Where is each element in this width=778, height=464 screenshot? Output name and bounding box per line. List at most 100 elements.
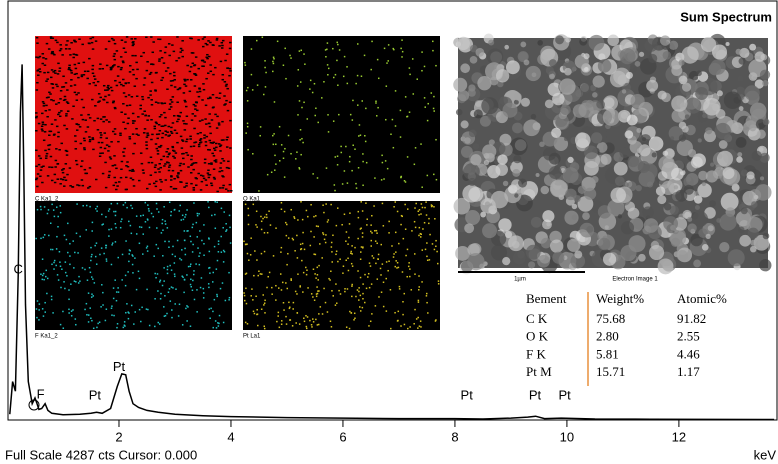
map-dot (114, 210, 117, 213)
map-dot (206, 57, 209, 60)
map-dot (336, 41, 338, 44)
map-dot (176, 141, 179, 144)
sem-grain (675, 189, 688, 202)
map-dot (148, 324, 151, 327)
map-dot (332, 234, 334, 237)
map-dot (109, 66, 113, 69)
map-dot (45, 155, 48, 157)
map-dot (53, 259, 56, 262)
map-dot (50, 248, 52, 251)
map-dot (318, 313, 320, 315)
sem-grain (602, 108, 620, 126)
map-dot (130, 204, 132, 207)
map-dot (199, 286, 202, 289)
map-dot (382, 225, 385, 227)
map-dot (87, 187, 90, 189)
map-dot (264, 66, 266, 69)
map-dot (59, 261, 61, 263)
map-dot (168, 103, 172, 105)
map-dot (264, 86, 267, 88)
map-dot (141, 169, 145, 171)
map-dot (81, 118, 85, 121)
map-dot (134, 54, 137, 57)
map-dot (229, 190, 233, 192)
map-dot (263, 327, 266, 330)
map-dot (245, 243, 247, 246)
map-dot (223, 211, 225, 213)
map-dot (101, 284, 103, 286)
map-dot (362, 298, 364, 300)
map-dot (149, 71, 153, 74)
map-dot (421, 206, 424, 209)
sem-grain (542, 210, 555, 223)
sem-grain (455, 108, 463, 116)
map-dot (158, 38, 162, 41)
table-cell: 91.82 (677, 311, 706, 326)
map-dot (217, 124, 221, 126)
map-dot (420, 233, 422, 236)
map-dot (215, 96, 218, 99)
map-dot (179, 204, 181, 207)
map-dot (42, 139, 46, 142)
map-dot (243, 240, 245, 243)
map-dot (86, 70, 90, 73)
map-dot (92, 75, 96, 77)
map-dot (72, 309, 74, 311)
map-dot (358, 287, 360, 289)
map-dot (167, 135, 170, 137)
map-dot (52, 312, 54, 314)
map-dot (337, 43, 339, 46)
map-dot (130, 38, 133, 40)
map-dot (338, 113, 340, 116)
map-dot (204, 144, 208, 147)
map-dot (132, 185, 136, 187)
map-dot (158, 129, 162, 132)
map-dot (316, 286, 318, 288)
map-dot (316, 292, 319, 295)
map-dot (184, 247, 186, 250)
map-dot (228, 47, 232, 50)
map-dot (210, 163, 213, 165)
map-dot (226, 136, 229, 139)
sem-grain (697, 138, 702, 143)
map-dot (202, 177, 206, 180)
sem-grain (464, 223, 475, 234)
map-dot (164, 70, 168, 72)
map-dot (44, 149, 47, 152)
map-dot (159, 298, 162, 300)
map-dot (395, 260, 397, 262)
map-dot (148, 210, 150, 212)
map-dot (259, 126, 262, 128)
map-dot (172, 245, 174, 248)
map-dot (346, 288, 349, 290)
map-dot (101, 67, 104, 70)
sem-grain (756, 129, 766, 139)
map-dot (260, 215, 262, 218)
sem-grain (517, 51, 529, 63)
map-dot (215, 127, 219, 129)
map-dot (353, 312, 356, 315)
map-dot (282, 302, 285, 304)
map-dot (151, 51, 155, 54)
map-dot (132, 73, 135, 76)
map-dot (396, 267, 398, 269)
map-dot (77, 76, 80, 79)
map-dot (173, 177, 176, 180)
map-dot (115, 167, 118, 170)
map-dot (246, 252, 249, 255)
sem-grain (681, 46, 699, 64)
map-dot (403, 292, 406, 295)
map-dot (256, 84, 259, 86)
map-dot (250, 237, 252, 239)
map-dot (151, 133, 154, 136)
map-dot (173, 129, 177, 132)
map-dot (51, 52, 55, 55)
sem-grain (670, 136, 675, 141)
map-dot (330, 203, 332, 206)
map-dot (42, 105, 46, 107)
sem-grain (715, 109, 726, 119)
map-dot (121, 218, 123, 220)
sem-grain (504, 230, 513, 239)
map-dot (68, 298, 70, 301)
map-dot (223, 250, 226, 253)
